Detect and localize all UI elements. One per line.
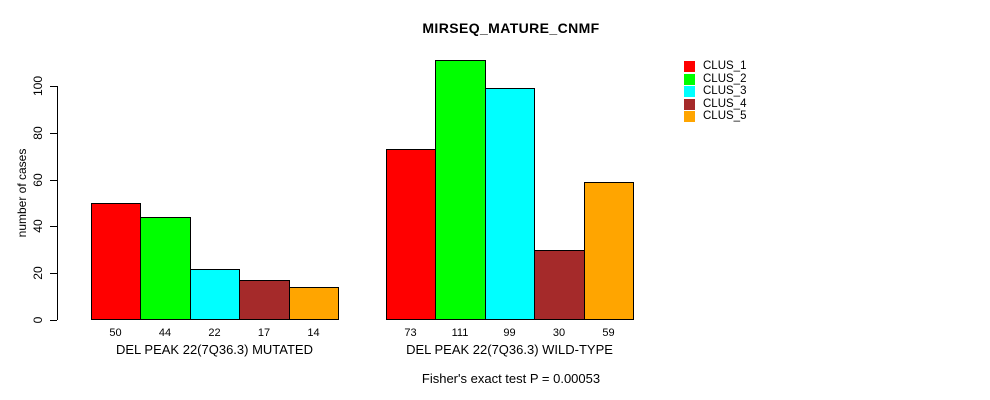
bar-clus_2-group1 bbox=[140, 217, 191, 320]
x-category-label: DEL PEAK 22(7Q36.3) WILD-TYPE bbox=[406, 342, 613, 357]
bar-value-label: 50 bbox=[109, 327, 122, 339]
bar-value-label: 14 bbox=[307, 327, 320, 339]
bar-value-label: 99 bbox=[503, 327, 516, 339]
legend-swatch-clus_3 bbox=[684, 86, 695, 98]
y-axis-tick bbox=[50, 273, 57, 275]
chart-title: MIRSEQ_MATURE_CNMF bbox=[422, 20, 600, 36]
y-tick-label: 100 bbox=[31, 75, 45, 97]
bar-value-label: 22 bbox=[208, 327, 221, 339]
y-tick-label: 60 bbox=[31, 172, 45, 187]
bar-value-label: 111 bbox=[451, 327, 469, 339]
legend-label: CLUS_1 bbox=[703, 60, 747, 72]
legend-label: CLUS_4 bbox=[703, 97, 747, 110]
bar-value-label: 59 bbox=[602, 327, 615, 339]
y-tick-label: 0 bbox=[31, 316, 45, 324]
legend-label: CLUS_3 bbox=[703, 85, 747, 98]
bar-clus_4-group2 bbox=[534, 250, 585, 320]
bar-clus_5-group2 bbox=[584, 182, 634, 320]
bar-clus_3-group2 bbox=[485, 88, 535, 320]
bar-clus_5-group1 bbox=[289, 287, 339, 320]
legend-swatch-clus_2 bbox=[684, 73, 695, 85]
legend-label: CLUS_5 bbox=[703, 110, 747, 123]
bar-value-label: 30 bbox=[552, 327, 566, 339]
legend-swatch-clus_4 bbox=[684, 98, 695, 110]
bar-clus_3-group1 bbox=[190, 269, 240, 320]
y-axis-line bbox=[57, 86, 58, 320]
y-axis-tick bbox=[50, 132, 57, 134]
y-axis-tick bbox=[50, 86, 57, 87]
y-tick-label: 40 bbox=[31, 219, 45, 234]
bar-value-label: 73 bbox=[404, 327, 417, 339]
x-category-label: DEL PEAK 22(7Q36.3) MUTATED bbox=[116, 342, 313, 357]
bar-clus_1-group1 bbox=[91, 203, 141, 320]
bar-clus_1-group2 bbox=[386, 149, 436, 320]
fisher-test-annotation: Fisher's exact test P = 0.00053 bbox=[421, 371, 601, 386]
y-axis-label: number of cases bbox=[15, 148, 29, 238]
bar-value-label: 17 bbox=[257, 327, 271, 339]
bar-clus_2-group2 bbox=[435, 60, 486, 320]
y-axis-tick bbox=[50, 226, 57, 228]
bar-value-label: 44 bbox=[158, 327, 172, 339]
y-tick-label: 80 bbox=[31, 126, 45, 140]
y-axis-tick bbox=[50, 179, 57, 181]
bar-clus_4-group1 bbox=[239, 280, 290, 320]
y-tick-label: 20 bbox=[31, 266, 45, 280]
legend-swatch-clus_1 bbox=[684, 61, 695, 72]
y-axis-tick bbox=[50, 320, 57, 321]
legend-swatch-clus_5 bbox=[684, 111, 695, 123]
legend-label: CLUS_2 bbox=[703, 72, 747, 85]
